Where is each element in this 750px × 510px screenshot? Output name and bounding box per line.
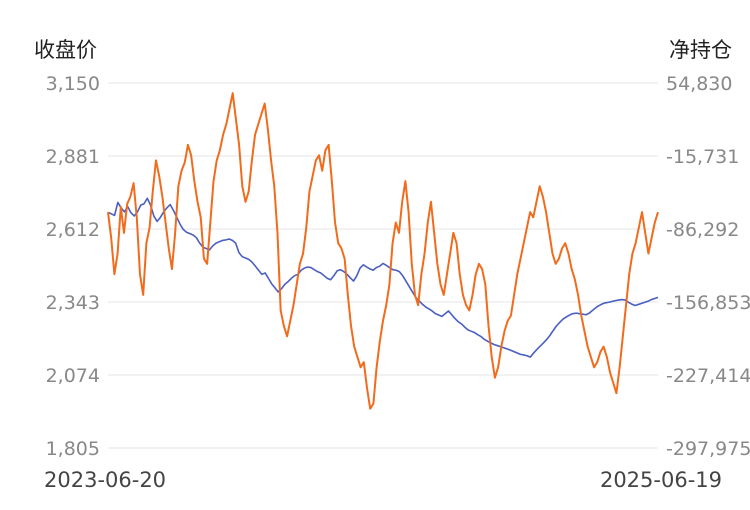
x-axis-start-label: 2023-06-20 xyxy=(44,468,167,492)
right-axis-title: 净持仓 xyxy=(669,38,732,62)
right-axis-ticks: 54,830 -15,731 -86,292 -156,853 -227,414 -297… xyxy=(666,73,750,460)
left-tick-label: 2,343 xyxy=(46,292,100,314)
right-tick-label: 54,830 xyxy=(666,73,732,95)
series-lines xyxy=(107,92,659,410)
right-tick-label: -227,414 xyxy=(666,365,750,387)
right-tick-label: -297,975 xyxy=(666,438,750,460)
left-axis-ticks: 3,150 2,881 2,612 2,343 2,074 1,805 xyxy=(46,73,100,460)
left-tick-label: 2,881 xyxy=(46,146,100,168)
net_position-series-line xyxy=(107,92,659,410)
right-tick-label: -156,853 xyxy=(666,292,750,314)
close-series-line xyxy=(107,197,659,358)
left-tick-label: 3,150 xyxy=(46,73,100,95)
left-tick-label: 1,805 xyxy=(46,438,100,460)
x-axis-end-label: 2025-06-19 xyxy=(599,468,722,492)
left-tick-label: 2,612 xyxy=(46,219,100,241)
gridlines xyxy=(108,82,658,449)
left-tick-label: 2,074 xyxy=(46,365,100,387)
right-tick-label: -15,731 xyxy=(666,146,739,168)
left-axis-title: 收盘价 xyxy=(34,38,97,62)
right-tick-label: -86,292 xyxy=(666,219,739,241)
